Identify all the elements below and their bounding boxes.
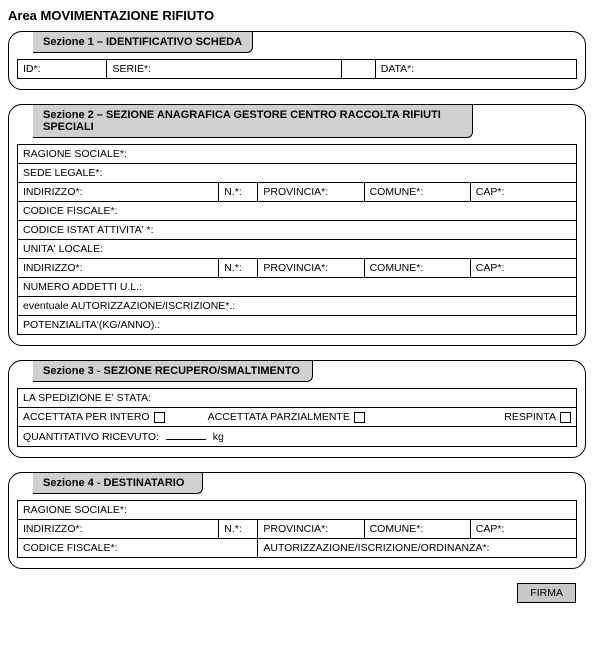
field-id[interactable]: ID*: [18,60,107,79]
section-4: Sezione 4 - DESTINATARIO RAGIONE SOCIALE… [8,472,586,569]
label-quantitativo: QUANTITATIVO RICEVUTO: [23,431,159,443]
section-2-table: RAGIONE SOCIALE*: SEDE LEGALE*: INDIRIZZ… [17,144,577,335]
label-accettata-parzialmente: ACCETTATA PARZIALMENTE [208,411,350,423]
field-unita-locale[interactable]: UNITA' LOCALE: [18,240,577,259]
section-1: Sezione 1 – IDENTIFICATIVO SCHEDA ID*: S… [8,31,586,90]
field-quantitativo[interactable]: QUANTITATIVO RICEVUTO: kg [17,427,577,447]
section-3-header: Sezione 3 - SEZIONE RECUPERO/SMALTIMENTO [33,361,313,382]
field-potenzialita[interactable]: POTENZIALITA'(KG/ANNO).: [18,316,577,335]
field-dest-indirizzo[interactable]: INDIRIZZO*: [18,520,219,539]
checkbox-accettata-intero[interactable] [154,412,165,423]
field-data[interactable]: DATA*: [375,60,576,79]
label-unit-kg: kg [213,431,224,443]
field-cap-1[interactable]: CAP*: [470,183,576,202]
quantitativo-value-blank[interactable] [166,430,206,440]
field-codice-istat[interactable]: CODICE ISTAT ATTIVITA' *: [18,221,577,240]
page-title: Area MOVIMENTAZIONE RIFIUTO [8,8,586,23]
field-ragione-sociale[interactable]: RAGIONE SOCIALE*: [18,145,577,164]
field-dest-ragione[interactable]: RAGIONE SOCIALE*: [18,501,577,520]
field-dest-n[interactable]: N.*: [219,520,258,539]
checkbox-respinta[interactable] [560,412,571,423]
section-1-header: Sezione 1 – IDENTIFICATIVO SCHEDA [33,32,253,53]
label-respinta: RESPINTA [504,411,556,423]
section-2: Sezione 2 – SEZIONE ANAGRAFICA GESTORE C… [8,104,586,346]
field-autorizzazione[interactable]: eventuale AUTORIZZAZIONE/ISCRIZIONE*.: [18,297,577,316]
label-accettata-intero: ACCETTATA PER INTERO [23,411,150,423]
firma-box[interactable]: FIRMA [517,583,576,603]
field-dest-comune[interactable]: COMUNE*: [364,520,470,539]
section-4-table: RAGIONE SOCIALE*: INDIRIZZO*: N.*: PROVI… [17,500,577,558]
field-sede-legale[interactable]: SEDE LEGALE*: [18,164,577,183]
field-comune-2[interactable]: COMUNE*: [364,259,470,278]
field-n-2[interactable]: N.*: [219,259,258,278]
field-cap-2[interactable]: CAP*: [470,259,576,278]
section-4-header: Sezione 4 - DESTINATARIO [33,473,203,494]
field-indirizzo-2[interactable]: INDIRIZZO*: [18,259,219,278]
field-dest-cap[interactable]: CAP*: [470,520,576,539]
field-numero-addetti[interactable]: NUMERO ADDETTI U.L.: [18,278,577,297]
field-codice-fiscale[interactable]: CODICE FISCALE*: [18,202,577,221]
section-2-header: Sezione 2 – SEZIONE ANAGRAFICA GESTORE C… [33,105,473,138]
field-dest-provincia[interactable]: PROVINCIA*: [258,520,364,539]
field-provincia-1[interactable]: PROVINCIA*: [258,183,364,202]
field-serie[interactable]: SERIE*: [107,60,342,79]
field-dest-codfisc[interactable]: CODICE FISCALE*: [18,539,258,558]
section-1-table: ID*: SERIE*: DATA*: [17,59,577,79]
field-spedizione: LA SPEDIZIONE E' STATA: [17,388,577,408]
field-comune-1[interactable]: COMUNE*: [364,183,470,202]
shipment-status-row: ACCETTATA PER INTERO ACCETTATA PARZIALME… [23,411,571,423]
checkbox-accettata-parzialmente[interactable] [354,412,365,423]
field-n-1[interactable]: N.*: [219,183,258,202]
field-dest-autorizz[interactable]: AUTORIZZAZIONE/ISCRIZIONE/ORDINANZA*: [258,539,577,558]
section-3: Sezione 3 - SEZIONE RECUPERO/SMALTIMENTO… [8,360,586,458]
field-provincia-2[interactable]: PROVINCIA*: [258,259,364,278]
field-indirizzo-1[interactable]: INDIRIZZO*: [18,183,219,202]
